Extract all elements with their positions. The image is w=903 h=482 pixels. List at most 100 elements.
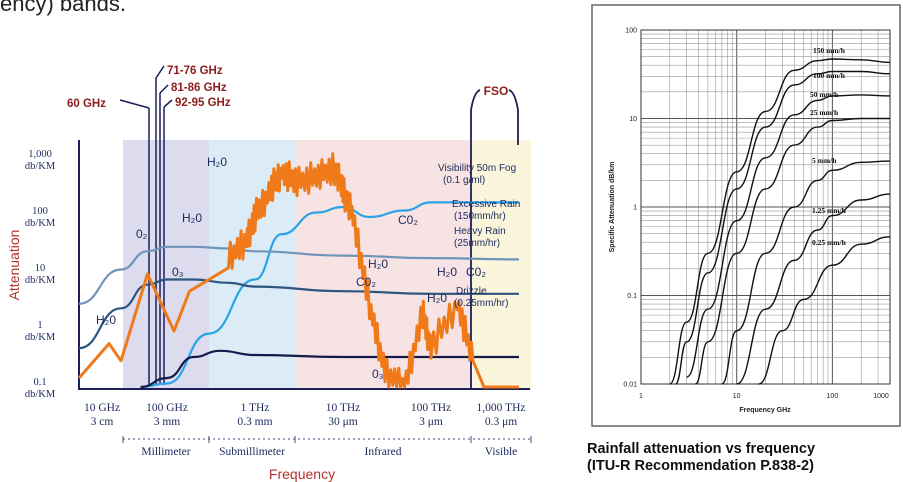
legend-drizzle-line1: Drizzle [456,286,487,297]
left-x-tick-frequency: 100 GHz [146,402,188,414]
marker-label-fso: FSO [484,84,509,98]
right-series-line [674,70,891,385]
abs-label-o2-b: 0₃ [172,265,184,279]
right-y-tick-label: 0.01 [623,382,637,389]
legend-fog-line2: (0.1 g/ml) [443,175,485,186]
right-series-label: 50 mm/h [810,90,839,99]
series-heavy-rain-line [78,278,519,350]
abs-label-h2o-b: H₂0 [182,211,202,225]
left-x-tick-wavelength: 3 mm [154,416,181,428]
band-bg-visible [471,140,531,390]
right-y-tick-label: 1 [633,205,637,212]
band-bg-millimeter [123,140,209,390]
left-attenuation-chart: 1,000db/KM100db/KM10db/KM1db/KM0.1db/KM … [6,65,532,482]
legend-heavy-line2: (25mm/hr) [454,238,500,249]
abs-label-h2o-c: H₂0 [207,155,227,169]
left-x-tick-wavelength: 0.3 mm [237,416,272,428]
right-curve-labels: 150 mm/h 100 mm/h 50 mm/h 25 mm/h 5 mm/h 1.25… [810,46,847,247]
abs-label-co2-c: C0₂ [466,265,486,279]
band-dividers [122,436,532,443]
right-y-tick-label: 0.1 [627,293,637,300]
right-tick-labels: 1 10 100 1000 0.01 0.1 1 10 100 [623,28,889,401]
left-y-axis-title: Attenuation [6,230,22,301]
marker-label-71-76ghz: 71-76 GHz [167,65,223,77]
right-series-line [669,58,891,385]
legend-drizzle-line2: (0.25mm/hr) [454,298,508,309]
right-series-line [686,94,891,378]
right-series-label: 1.25 mm/h [812,206,847,215]
right-series-label: 150 mm/h [813,46,846,55]
band-bg-infrared [295,140,471,390]
right-y-tick-label: 100 [625,28,637,35]
left-y-tick-value: 1,000 [28,149,52,160]
right-series-label: 100 mm/h [813,71,846,80]
right-y-axis-title: Specific Attenuation dB/km [609,162,616,253]
right-series-label: 5 mm/h [812,156,837,165]
left-y-tick-unit: db/KM [25,332,56,343]
right-series-label: 0.25 mm/h [812,238,847,247]
series-excessive-rain-line [78,245,520,305]
right-x-tick-label: 10 [733,393,741,400]
left-y-tick-unit: db/KM [25,275,56,286]
legend-excessive-line1: Excessive Rain [452,199,520,210]
left-curves [77,152,520,389]
left-x-tick-labels: 10 GHz 3 cm 100 GHz 3 mm 1 THz 0.3 mm 10 THz 30… [84,402,526,428]
left-y-tick-value: 100 [32,206,48,217]
left-y-tick-value: 10 [35,263,46,274]
left-y-tick-value: 0.1 [33,377,46,388]
left-x-tick-frequency: 10 GHz [84,402,120,414]
right-x-tick-label: 1 [639,393,643,400]
right-curves [669,58,891,385]
right-series-line [758,236,891,385]
right-y-tick-label: 10 [629,116,637,123]
left-x-tick-frequency: 10 THz [326,402,361,414]
marker-label-92-95ghz: 92-95 GHz [175,97,231,109]
left-x-tick-wavelength: 30 μm [328,416,358,428]
abs-label-h2o-e: H₂0 [437,265,457,279]
left-y-tick-value: 1 [37,320,42,331]
right-plot-border [640,29,891,385]
right-series-line [736,193,891,385]
caption-line-2: (ITU-R Recommendation P.838-2) [587,458,814,474]
legend-fog-line1: Visibility 50m Fog [438,163,516,174]
left-y-tick-unit: db/KM [25,218,56,229]
right-itu-chart: 150 mm/h 100 mm/h 50 mm/h 25 mm/h 5 mm/h 1.25… [591,4,901,427]
abs-label-o3: 0₃ [372,367,384,381]
right-chart-caption: Rainfall attenuation vs frequency (ITU-R… [587,441,903,475]
series-fog-line [140,201,519,389]
top-text-fragment: ency) bands. [0,0,126,16]
legend-heavy-line1: Heavy Rain [454,226,506,237]
caption-line-1: Rainfall attenuation vs frequency [587,441,816,457]
band-label-millimeter: Millimeter [141,446,190,458]
right-series-label: 25 mm/h [810,108,839,117]
series-absorption-line [77,152,519,389]
left-x-tick-frequency: 1,000 THz [477,402,526,414]
left-y-tick-unit: db/KM [25,389,56,400]
left-x-tick-frequency: 100 THz [411,402,451,414]
abs-label-h2o-a: H₂0 [96,313,116,327]
abs-label-co2-a: C0₂ [398,213,418,227]
marker-label-81-86ghz: 81-86 GHz [171,82,227,94]
band-label-submillimeter: Submillimeter [219,446,285,458]
band-label-visible: Visible [485,446,518,458]
abs-label-h2o-d: H₂0 [368,257,388,271]
abs-label-h2o-f: H₂0 [427,291,447,305]
marker-label-60ghz: 60 GHz [67,98,106,110]
left-x-tick-wavelength: 0.3 μm [485,416,517,428]
right-series-line [721,160,891,385]
right-x-tick-label: 1000 [873,393,889,400]
left-x-axis-title: Frequency [269,466,335,482]
right-x-axis-title: Frequency GHz [739,407,791,414]
left-x-tick-wavelength: 3 μm [419,416,443,428]
right-series-line [694,117,890,385]
band-label-infrared: Infrared [364,446,401,458]
left-y-tick-unit: db/KM [25,161,56,172]
legend-excessive-line2: (150mm/hr) [454,211,506,222]
abs-label-o2-a: 0₂ [136,227,148,241]
abs-label-co2-b: C0₂ [356,275,376,289]
right-x-tick-label: 100 [827,393,839,400]
left-x-tick-wavelength: 3 cm [91,416,114,428]
left-x-tick-frequency: 1 THz [241,402,270,414]
